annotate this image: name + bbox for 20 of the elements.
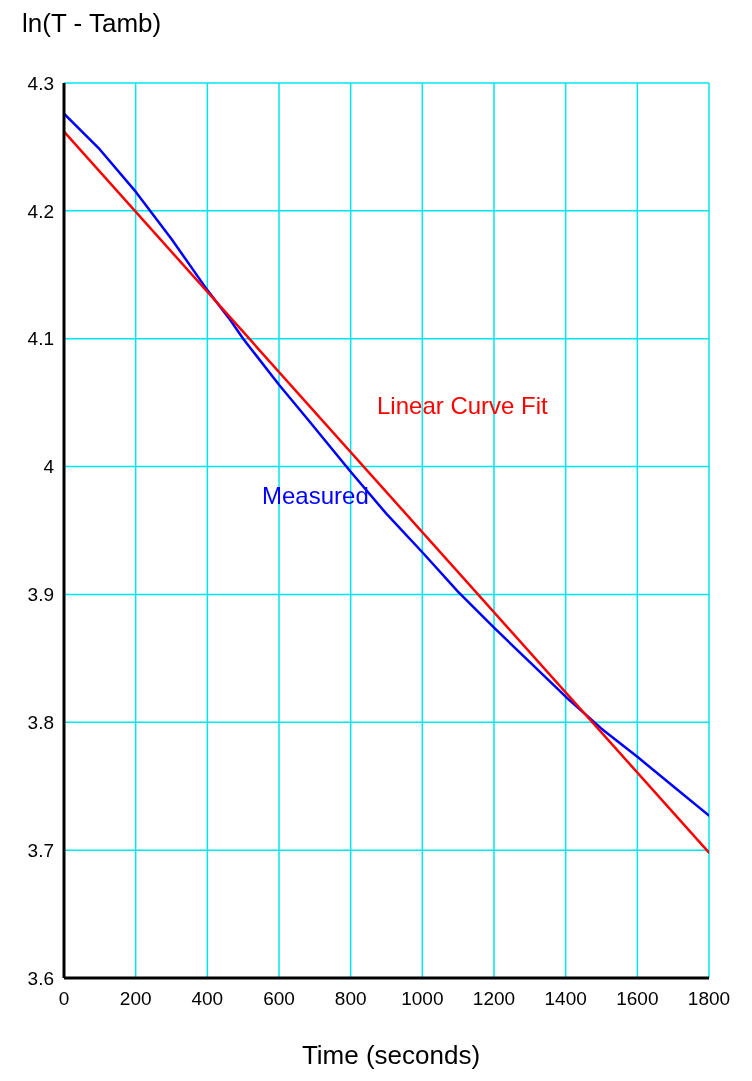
x-tick-label: 1600 (616, 988, 659, 1010)
x-tick-label: 1200 (472, 988, 516, 1010)
x-tick-label: 1800 (687, 988, 731, 1010)
y-tick-label: 4 (43, 456, 55, 478)
y-tick-label: 4.2 (27, 200, 54, 222)
y-tick-label: 4.3 (27, 72, 54, 94)
x-tick-label: 1400 (544, 988, 587, 1010)
x-axis-title: Time (seconds) (300, 1040, 482, 1071)
x-tick-label: 400 (191, 988, 224, 1010)
y-axis-title: ln(T - Tamb) (22, 8, 162, 39)
y-tick-label: 3.9 (27, 584, 54, 606)
y-tick-label: 4.1 (27, 328, 54, 350)
x-tick-label: 200 (119, 988, 152, 1010)
x-tick-label: 600 (263, 988, 295, 1010)
y-tick-label: 3.6 (27, 967, 54, 989)
x-tick-label: 800 (334, 988, 367, 1010)
y-tick-label: 3.7 (27, 839, 54, 861)
x-tick-label: 0 (58, 988, 70, 1010)
x-tick-label: 1000 (401, 988, 444, 1010)
y-tick-label: 3.8 (27, 712, 54, 734)
